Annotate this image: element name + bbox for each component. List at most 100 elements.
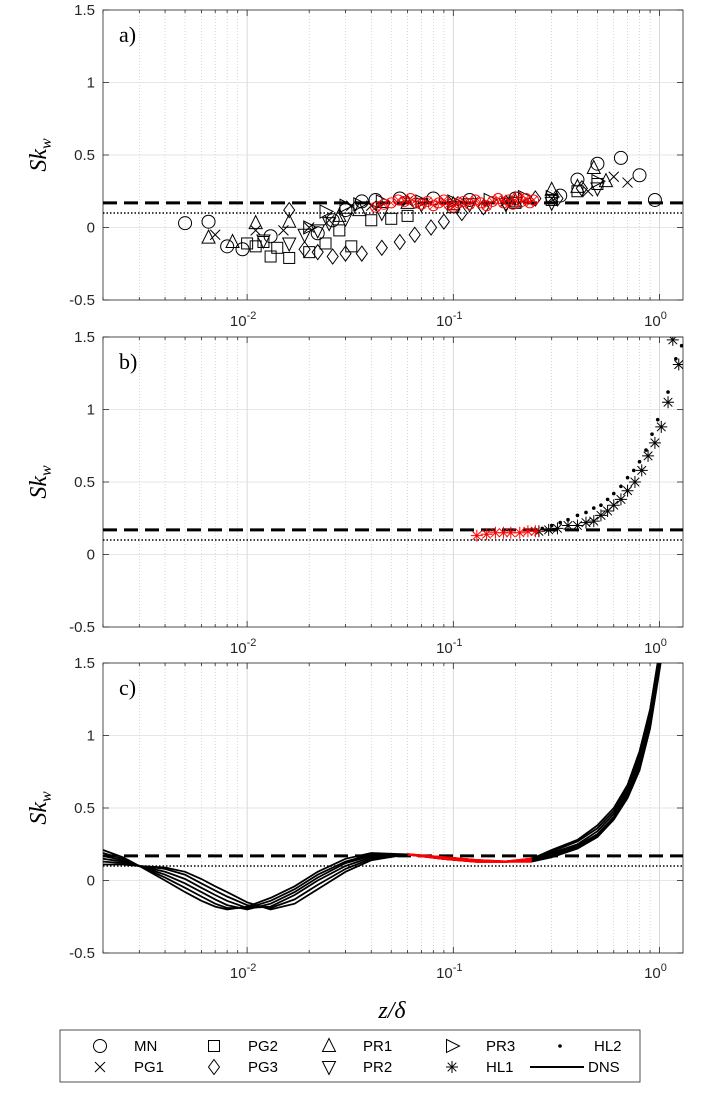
data-point [679,343,683,348]
data-point [201,214,216,229]
x-axis-label: z/δ [377,998,406,1024]
legend-label: MN [134,1038,157,1055]
data-point [586,159,602,175]
legend-label: PR1 [363,1038,392,1055]
data-point [558,520,563,525]
data-point [497,526,510,539]
legend-marker [207,1058,221,1076]
panel-label: c) [119,675,136,700]
data-point [385,197,397,209]
data-point [591,173,607,189]
x-tick-exponent: -2 [247,637,257,649]
data-layer [103,663,662,911]
y-axis-label-subscript: w [38,791,55,802]
data-point [422,195,434,207]
data-point [590,182,605,197]
data-point [582,185,594,197]
ticks: -0.500.511.510-2 10-1 100 [69,329,683,657]
reference-lines [103,528,683,541]
data-point [351,201,367,217]
legend-marker [558,1044,562,1048]
data-point [427,200,439,212]
data-point [256,234,271,250]
data-point [303,220,318,235]
data-point [470,529,483,542]
data-point [666,337,679,346]
data-point [551,190,564,207]
data-point [631,468,636,473]
data-point [635,464,648,477]
data-point [529,525,542,538]
data-point [590,156,605,171]
x-tick-exponent: 0 [661,962,667,974]
data-point [345,200,357,212]
legend-label: PR3 [486,1038,515,1055]
data-point [540,526,545,531]
legend-marker [321,1061,337,1076]
y-axis-label-subscript: w [38,138,55,149]
data-point [297,228,312,244]
data-point [621,484,634,497]
data-point [666,390,670,394]
legend-marker [321,1037,337,1052]
ticks: -0.500.511.510-2 10-1 100 [69,2,683,330]
data-point [642,449,655,462]
data-point [405,193,416,204]
data-point [601,505,614,517]
y-tick-label: 1 [87,728,95,745]
data-point [298,240,311,258]
data-point [632,168,647,183]
dns-highlight-line [407,853,532,863]
data-point [591,506,596,510]
y-tick-label: 0 [87,220,95,237]
data-point [424,219,438,236]
legend-entry-pg1: PG1 [94,1059,164,1076]
reference-lines [103,201,683,214]
data-point [648,436,661,449]
data-point [544,196,560,212]
legend-label: DNS [588,1059,620,1076]
legend-label: HL2 [594,1038,622,1055]
data-point [613,150,628,165]
legend-marker [446,1061,458,1073]
x-tick-exponent: -1 [453,962,463,974]
legend-marker [94,1061,106,1073]
x-tick-exponent: 0 [661,637,667,649]
data-point [225,233,240,248]
data-point [542,523,555,536]
data-point [437,213,450,231]
data-point [283,251,296,264]
data-point [338,212,353,228]
y-tick-label: 0 [87,873,95,890]
data-point [401,209,414,222]
data-point [625,475,630,480]
series-red [370,191,540,213]
data-point [607,499,620,512]
data-point [587,515,600,528]
data-point [408,226,421,244]
series-hl2 [540,343,683,531]
data-point [605,497,610,502]
legend-marker [93,1039,107,1053]
data-point [241,237,254,250]
data-point [303,246,316,259]
data-point [566,517,570,522]
data-point [575,180,588,197]
y-tick-label: 0 [87,547,95,564]
data-point [594,509,607,522]
data-point [248,214,263,230]
data-point [672,358,683,371]
x-tick-exponent: -1 [453,310,463,322]
y-tick-label: 1 [87,402,95,419]
data-point [310,226,325,241]
data-point [339,245,352,262]
legend-label: PG3 [248,1059,278,1076]
data-point [469,194,481,206]
data-point [250,225,262,236]
data-point [281,213,297,228]
data-point [303,222,315,233]
data-point [650,432,654,436]
data-point [310,224,326,240]
